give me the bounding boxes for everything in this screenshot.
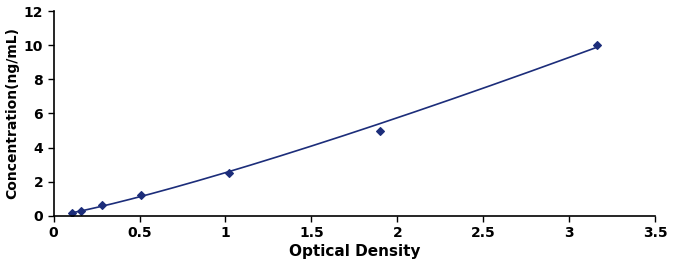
Y-axis label: Concentration(ng/mL): Concentration(ng/mL) [5,28,20,200]
X-axis label: Optical Density: Optical Density [289,244,420,259]
